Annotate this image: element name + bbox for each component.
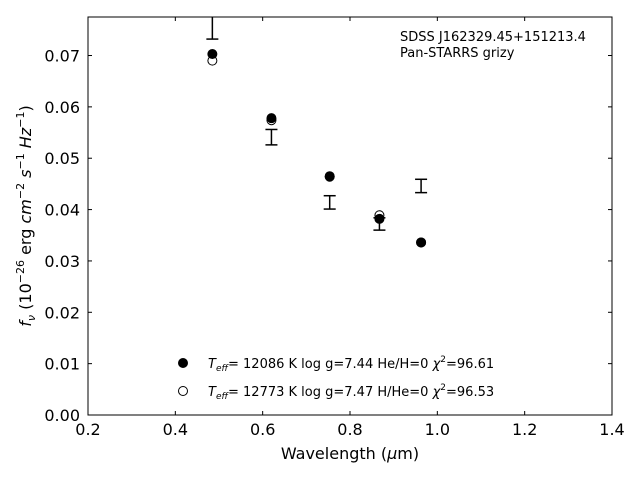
annotation-object-name: SDSS J162329.45+151213.4 (400, 30, 586, 45)
y-tick-label-3: 0.03 (44, 252, 80, 271)
annotation-survey: Pan-STARRS grizy (400, 46, 515, 61)
x-tick-label-6: 1.4 (599, 420, 624, 439)
x-tick-label-5: 1.2 (512, 420, 537, 439)
y-tick-label-0: 0.00 (44, 406, 80, 425)
y-tick-label-5: 0.05 (44, 149, 80, 168)
error-bar-4 (415, 178, 428, 194)
filled-point-4 (416, 237, 427, 248)
legend-marker-filled (178, 358, 188, 368)
y-axis-label: fν (10−26 erg cm−2 s−1 Hz−1) (14, 105, 38, 326)
y-tick-label-2: 0.02 (44, 303, 80, 322)
x-tick-label-4: 1.0 (425, 420, 450, 439)
x-tick-label-3: 0.8 (337, 420, 362, 439)
x-tick-label-0: 0.2 (75, 420, 100, 439)
legend-marker-open (178, 386, 188, 396)
observed-error-bars (206, 17, 428, 231)
legend-entry-2: Teff= 12773 K log g=7.47 H/He=0 χ2=96.53 (208, 383, 494, 402)
filled-point-0 (207, 48, 218, 59)
error-bar-2 (323, 194, 336, 210)
error-bar-1 (265, 128, 278, 146)
legend: Teff= 12086 K log g=7.44 He/H=0 χ2=96.61… (178, 355, 494, 402)
y-tick-label-1: 0.01 (44, 355, 80, 374)
model-points (207, 48, 427, 248)
plot-frame (87, 16, 613, 416)
x-tick-label-1: 0.4 (163, 420, 188, 439)
filled-point-2 (324, 171, 335, 182)
y-tick-label-6: 0.06 (44, 98, 80, 117)
x-tick-label-2: 0.6 (250, 420, 275, 439)
filled-point-1 (266, 113, 277, 124)
y-tick-label-7: 0.07 (44, 47, 80, 66)
legend-entry-1: Teff= 12086 K log g=7.44 He/H=0 χ2=96.61 (208, 355, 494, 374)
error-bar-0 (206, 17, 219, 40)
filled-point-3 (374, 213, 385, 224)
y-tick-label-4: 0.04 (44, 201, 80, 220)
axis-ticks: 0.2 0.4 0.6 0.8 1.0 1.2 1.4 0.00 0.01 0.02 0.03 0.0… (44, 17, 625, 439)
x-axis-label: Wavelength (μm) (281, 444, 419, 463)
